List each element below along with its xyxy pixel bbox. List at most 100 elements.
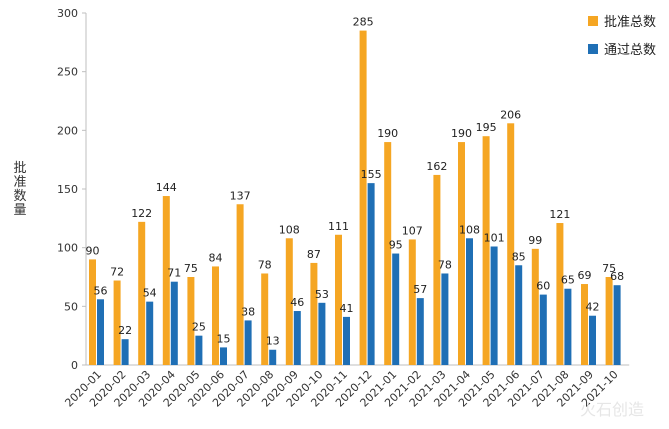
bar-approved [531,248,539,365]
data-label-passed: 101 [484,231,505,244]
data-label-passed: 56 [94,284,108,297]
data-label-approved: 75 [184,262,198,275]
bar-passed [220,347,227,365]
data-label-approved: 75 [602,262,616,275]
bar-approved [310,262,318,365]
data-label-approved: 69 [578,269,592,282]
data-label-approved: 162 [426,160,447,173]
y-axis-title-char: 批 [13,161,26,176]
y-axis-title-char: 数 [13,189,26,204]
data-label-approved: 99 [528,234,542,247]
data-label-approved: 78 [258,258,272,271]
data-label-passed: 155 [361,168,382,181]
data-label-passed: 46 [290,296,304,309]
bar-approved [359,30,367,365]
data-label-approved: 190 [377,127,398,140]
data-label-passed: 25 [192,321,206,334]
bar-approved [212,266,219,365]
bar-passed [589,315,596,365]
y-tick-label: 100 [57,242,78,255]
bar-passed [146,301,154,365]
bar-approved [556,223,564,365]
bar-approved [605,277,613,365]
y-tick-label: 150 [57,183,78,196]
data-label-approved: 107 [402,224,423,237]
bar-approved [581,284,588,365]
bar-passed [416,298,424,365]
data-label-passed: 65 [561,274,575,287]
data-label-approved: 144 [156,181,177,194]
data-label-passed: 53 [315,288,329,301]
bar-approved [384,142,392,365]
bar-passed [564,288,572,365]
bar-passed [441,273,449,365]
data-label-approved: 90 [86,244,100,257]
watermark-text: 火石创造 [580,400,645,419]
bar-passed [490,246,498,365]
y-tick-label: 300 [57,7,78,20]
data-label-passed: 38 [241,305,255,318]
data-label-passed: 54 [143,287,157,300]
data-label-approved: 195 [476,121,497,134]
data-label-passed: 71 [167,267,181,280]
data-label-approved: 137 [230,189,251,202]
bar-approved [89,259,96,365]
data-label-approved: 190 [451,127,472,140]
bar-passed [613,285,621,365]
bar-approved [187,277,195,365]
bar-passed [269,349,277,365]
bar-passed [539,294,547,365]
bar-passed [367,183,375,365]
bar-approved [261,273,269,365]
data-label-approved: 72 [110,266,124,279]
bar-passed [97,299,104,365]
bar-approved [507,123,515,365]
data-label-approved: 122 [131,207,152,220]
data-label-passed: 15 [217,332,231,345]
y-axis-title-char: 量 [13,203,26,218]
data-label-passed: 22 [118,324,132,337]
data-label-approved: 285 [353,16,374,29]
data-label-passed: 95 [389,239,403,252]
data-label-approved: 87 [307,248,321,261]
data-label-passed: 57 [413,283,427,296]
bar-approved [458,142,465,365]
y-tick-label: 0 [71,359,78,372]
bar-approved [236,204,244,365]
bar-passed [515,265,523,365]
data-label-passed: 108 [459,223,480,236]
legend-swatch [588,16,598,26]
bar-approved [433,174,441,365]
data-label-passed: 41 [340,302,354,315]
bar-passed [244,320,252,365]
data-label-passed: 42 [586,301,600,314]
bar-approved [138,221,146,365]
data-label-passed: 60 [536,280,550,293]
bar-approved [162,196,170,365]
legend-swatch [588,44,598,54]
bar-passed [466,238,473,365]
legend-label: 批准总数 [604,15,656,30]
data-label-approved: 121 [549,208,570,221]
bar-approved [408,239,416,365]
data-label-passed: 78 [438,258,452,271]
bar-approved [285,238,293,365]
bar-passed [170,281,178,365]
bar-passed [293,311,301,365]
bar-passed [392,253,400,365]
bar-approved [335,234,342,365]
bar-passed [121,339,129,365]
bar-approved [113,280,121,365]
data-label-approved: 84 [209,251,223,264]
y-tick-label: 250 [57,66,78,79]
data-label-approved: 206 [500,108,521,121]
data-label-approved: 111 [328,220,349,233]
data-label-passed: 13 [266,335,280,348]
data-label-approved: 108 [279,223,300,236]
bar-passed [343,316,350,365]
bar-approved [482,136,490,365]
bar-passed [195,335,203,365]
data-label-passed: 68 [610,270,624,283]
legend-label: 通过总数 [604,43,656,58]
